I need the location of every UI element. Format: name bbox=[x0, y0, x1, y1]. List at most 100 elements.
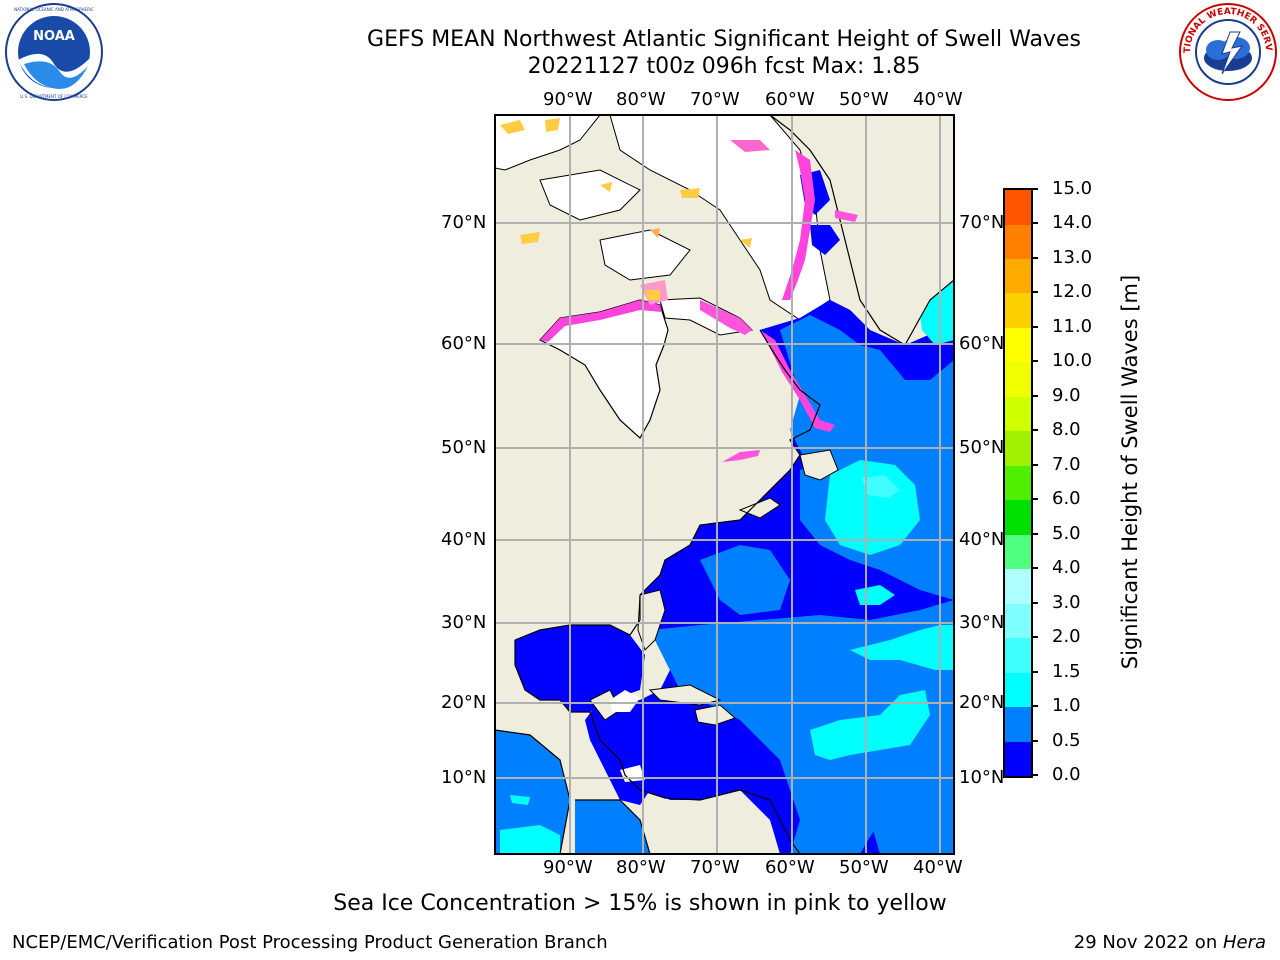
lat-label-left: 30°N bbox=[441, 612, 487, 633]
colorbar-segment bbox=[1005, 396, 1031, 432]
colorbar-tick-label: 11.0 bbox=[1052, 315, 1093, 337]
colorbar-tick-label: 15.0 bbox=[1052, 178, 1093, 199]
colorbar-tick-mark bbox=[1032, 291, 1038, 294]
sea-ice-fringe-hudson bbox=[540, 300, 662, 342]
colorbar-segment bbox=[1005, 707, 1031, 742]
colorbar-segment bbox=[1005, 741, 1031, 776]
footer-host: Hera bbox=[1222, 932, 1266, 953]
footer-date: 29 Nov 2022 on Hera bbox=[1074, 932, 1266, 953]
colorbar-segment bbox=[1005, 190, 1031, 225]
colorbar-tick-mark bbox=[1032, 429, 1038, 432]
sea-ice-fringe-labrador bbox=[760, 330, 835, 432]
pacific-ocean bbox=[495, 730, 570, 854]
footer-branch: NCEP/EMC/Verification Post Processing Pr… bbox=[12, 932, 608, 953]
colorbar-segment bbox=[1005, 603, 1031, 639]
colorbar bbox=[1003, 188, 1033, 778]
colorbar-tick-mark bbox=[1032, 463, 1038, 466]
colorbar-ticks: 15.0 14.0 13.0 12.0 11.0 10.0 9.0 8.0 7.0 6.0 5.0 4… bbox=[1032, 178, 1100, 790]
colorbar-segment bbox=[1005, 258, 1031, 294]
colorbar-segment bbox=[1005, 327, 1031, 363]
map-title: GEFS MEAN Northwest Atlantic Significant… bbox=[367, 27, 1081, 52]
lat-label-right: 60°N bbox=[959, 333, 1005, 354]
colorbar-segment bbox=[1005, 672, 1031, 708]
lat-label-right: 40°N bbox=[959, 529, 1005, 550]
lat-label-right: 70°N bbox=[959, 212, 1005, 233]
lat-label-left: 20°N bbox=[441, 692, 487, 713]
lon-label-top: 70°W bbox=[690, 89, 740, 110]
lat-label-left: 10°N bbox=[441, 767, 487, 788]
footer-date-text: 29 Nov 2022 on bbox=[1073, 932, 1223, 953]
map-subtitle: 20221127 t00z 096h fcst Max: 1.85 bbox=[527, 54, 921, 79]
lat-label-right: 20°N bbox=[959, 692, 1005, 713]
lat-label-right: 50°N bbox=[959, 437, 1005, 458]
colorbar-segment bbox=[1005, 293, 1031, 328]
nws-logo: NATIONAL WEATHER SERVICE bbox=[1178, 2, 1277, 101]
colorbar-segment bbox=[1005, 431, 1031, 466]
colorbar-tick-label: 4.0 bbox=[1052, 557, 1081, 579]
colorbar-tick-label: 8.0 bbox=[1052, 419, 1081, 441]
colorbar-segment bbox=[1005, 569, 1031, 604]
colorbar-tick-mark bbox=[1032, 188, 1038, 190]
colorbar-tick-mark bbox=[1032, 222, 1038, 225]
colorbar-segment bbox=[1005, 362, 1031, 397]
graticule bbox=[495, 115, 954, 854]
colorbar-tick-label: 7.0 bbox=[1052, 453, 1081, 475]
lat-label-right: 10°N bbox=[959, 767, 1005, 788]
colorbar-tick-mark bbox=[1032, 567, 1038, 570]
svg-text:U.S. DEPARTMENT OF COMMERCE: U.S. DEPARTMENT OF COMMERCE bbox=[20, 94, 88, 99]
colorbar-segment bbox=[1005, 500, 1031, 535]
map-frame bbox=[494, 114, 955, 855]
colorbar-tick-mark bbox=[1032, 394, 1038, 397]
colorbar-tick-label: 1.0 bbox=[1052, 695, 1081, 717]
colorbar-tick-label: 1.5 bbox=[1052, 660, 1081, 682]
colorbar-tick-mark bbox=[1032, 601, 1038, 604]
colorbar-tick-label: 6.0 bbox=[1052, 488, 1081, 510]
sea-ice-note: Sea Ice Concentration > 15% is shown in … bbox=[333, 891, 947, 916]
colorbar-tick-label: 12.0 bbox=[1052, 281, 1093, 303]
colorbar-tick-mark bbox=[1032, 498, 1038, 501]
lon-label-bottom: 50°W bbox=[839, 857, 889, 878]
colorbar-tick-label: 14.0 bbox=[1052, 212, 1093, 234]
colorbar-segment bbox=[1005, 638, 1031, 673]
lon-label-top: 80°W bbox=[616, 89, 666, 110]
lat-label-right: 30°N bbox=[959, 612, 1005, 633]
colorbar-tick-label: 13.0 bbox=[1052, 246, 1093, 268]
colorbar-tick-mark bbox=[1032, 636, 1038, 639]
gulf-of-mexico bbox=[515, 625, 645, 712]
noaa-wordmark: NOAA bbox=[33, 29, 75, 44]
colorbar-segment bbox=[1005, 534, 1031, 570]
lon-label-top: 50°W bbox=[839, 89, 889, 110]
lon-label-top: 90°W bbox=[543, 89, 593, 110]
colorbar-tick-mark bbox=[1032, 774, 1038, 776]
svg-text:NATIONAL OCEANIC AND ATMOSPHER: NATIONAL OCEANIC AND ATMOSPHERIC bbox=[14, 7, 94, 12]
lat-label-left: 70°N bbox=[441, 212, 487, 233]
lon-label-bottom: 60°W bbox=[765, 857, 815, 878]
lat-label-left: 50°N bbox=[441, 437, 487, 458]
lat-label-left: 40°N bbox=[441, 529, 487, 550]
lon-label-bottom: 90°W bbox=[543, 857, 593, 878]
colorbar-segment bbox=[1005, 465, 1031, 501]
colorbar-tick-label: 2.0 bbox=[1052, 626, 1081, 648]
lon-label-bottom: 70°W bbox=[690, 857, 740, 878]
colorbar-tick-label: 0.0 bbox=[1052, 764, 1081, 785]
noaa-logo: NOAA NATIONAL OCEANIC AND ATMOSPHERIC U.… bbox=[5, 3, 103, 101]
colorbar-tick-label: 0.5 bbox=[1052, 729, 1081, 751]
lon-label-bottom: 80°W bbox=[616, 857, 666, 878]
colorbar-tick-mark bbox=[1032, 360, 1038, 363]
colorbar-segment bbox=[1005, 224, 1031, 259]
colorbar-tick-mark bbox=[1032, 532, 1038, 535]
colorbar-tick-mark bbox=[1032, 256, 1038, 259]
colorbar-tick-mark bbox=[1032, 739, 1038, 742]
caribbean-sea bbox=[600, 705, 790, 800]
swell-1.0-1.5-central bbox=[825, 460, 920, 555]
colorbar-tick-mark bbox=[1032, 705, 1038, 708]
lon-label-bottom: 40°W bbox=[913, 857, 963, 878]
colorbar-tick-mark bbox=[1032, 670, 1038, 673]
colorbar-tick-label: 10.0 bbox=[1052, 350, 1093, 372]
lon-label-top: 40°W bbox=[913, 89, 963, 110]
lat-label-left: 60°N bbox=[441, 333, 487, 354]
colorbar-tick-mark bbox=[1032, 325, 1038, 328]
colorbar-tick-label: 5.0 bbox=[1052, 522, 1081, 544]
coastline-north-america bbox=[514, 329, 821, 641]
